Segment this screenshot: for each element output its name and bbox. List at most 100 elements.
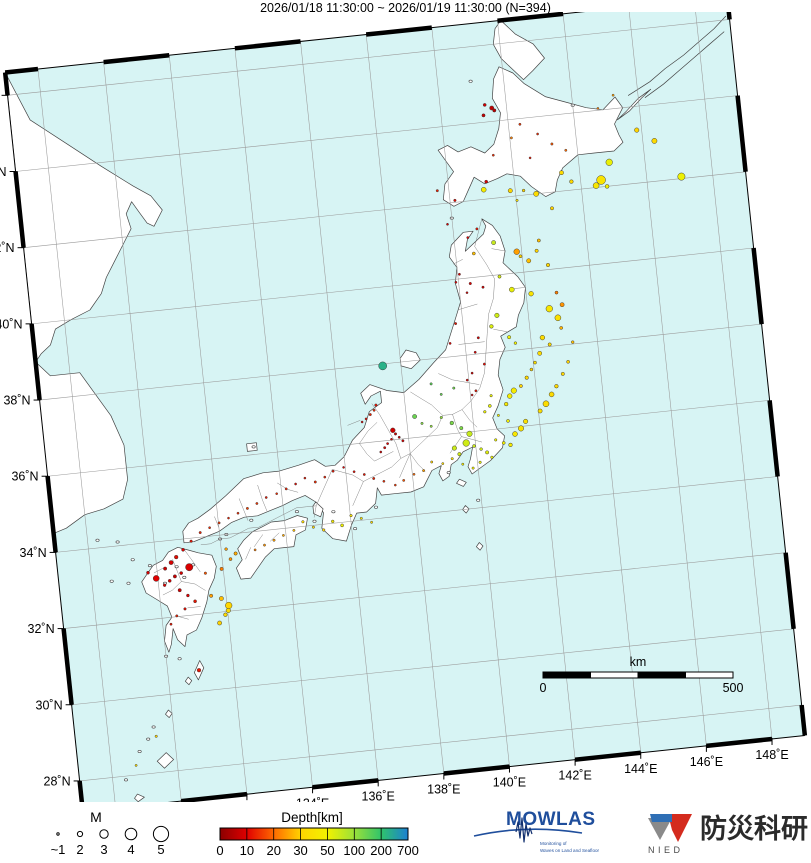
earthquake-marker[interactable] (559, 170, 564, 175)
earthquake-marker[interactable] (564, 148, 568, 152)
earthquake-marker[interactable] (494, 438, 498, 442)
earthquake-marker[interactable] (491, 240, 496, 245)
earthquake-marker[interactable] (225, 601, 233, 610)
earthquake-marker[interactable] (430, 460, 434, 464)
earthquake-marker[interactable] (470, 393, 474, 397)
earthquake-marker[interactable] (504, 402, 509, 407)
earthquake-marker[interactable] (571, 340, 575, 344)
earthquake-marker[interactable] (453, 198, 457, 202)
earthquake-marker[interactable] (349, 514, 353, 518)
earthquake-marker[interactable] (550, 142, 554, 146)
earthquake-marker[interactable] (479, 447, 483, 451)
earthquake-marker[interactable] (185, 563, 194, 572)
earthquake-marker[interactable] (533, 360, 537, 365)
earthquake-marker[interactable] (193, 599, 197, 604)
earthquake-marker[interactable] (412, 414, 417, 419)
earthquake-marker[interactable] (225, 608, 231, 613)
earthquake-marker[interactable] (292, 529, 296, 532)
earthquake-marker[interactable] (491, 153, 495, 157)
earthquake-marker[interactable] (518, 122, 522, 126)
earthquake-marker[interactable] (233, 551, 238, 556)
earthquake-marker[interactable] (466, 430, 473, 437)
earthquake-marker[interactable] (228, 557, 233, 561)
earthquake-marker[interactable] (236, 511, 240, 515)
earthquake-marker[interactable] (545, 305, 553, 313)
earthquake-marker[interactable] (454, 322, 458, 326)
earthquake-marker[interactable] (162, 583, 167, 587)
earthquake-marker[interactable] (284, 487, 288, 491)
earthquake-marker[interactable] (481, 285, 485, 289)
earthquake-marker[interactable] (313, 480, 317, 484)
earthquake-marker[interactable] (451, 445, 457, 451)
earthquake-marker[interactable] (454, 280, 458, 284)
earthquake-marker[interactable] (458, 272, 461, 276)
earthquake-marker[interactable] (174, 555, 179, 560)
earthquake-marker[interactable] (390, 427, 396, 433)
earthquake-marker[interactable] (459, 426, 464, 431)
earthquake-marker[interactable] (435, 189, 439, 193)
earthquake-marker[interactable] (446, 222, 449, 226)
earthquake-marker[interactable] (465, 291, 469, 294)
earthquake-marker[interactable] (394, 483, 397, 487)
earthquake-marker[interactable] (480, 186, 487, 193)
earthquake-marker[interactable] (465, 378, 469, 382)
earthquake-marker[interactable] (177, 588, 182, 593)
earthquake-marker[interactable] (547, 342, 552, 347)
earthquake-marker[interactable] (518, 425, 524, 432)
earthquake-marker[interactable] (513, 248, 520, 255)
earthquake-marker[interactable] (494, 312, 500, 318)
earthquake-marker[interactable] (340, 523, 344, 528)
earthquake-marker[interactable] (457, 452, 462, 457)
earthquake-marker[interactable] (294, 482, 297, 486)
earthquake-marker[interactable] (537, 351, 542, 356)
earthquake-marker[interactable] (605, 158, 613, 166)
earthquake-marker[interactable] (175, 614, 179, 618)
earthquake-marker[interactable] (331, 469, 335, 473)
earthquake-marker[interactable] (152, 575, 160, 582)
earthquake-marker[interactable] (359, 516, 363, 520)
earthquake-marker[interactable] (471, 466, 475, 470)
earthquake-marker[interactable] (342, 466, 345, 469)
earthquake-marker[interactable] (596, 107, 600, 110)
earthquake-marker[interactable] (331, 519, 335, 524)
earthquake-marker[interactable] (515, 198, 519, 202)
earthquake-marker[interactable] (482, 103, 487, 107)
earthquake-marker[interactable] (554, 384, 559, 389)
earthquake-marker[interactable] (362, 473, 366, 476)
earthquake-marker[interactable] (497, 274, 502, 279)
earthquake-marker[interactable] (303, 476, 307, 480)
earthquake-marker[interactable] (596, 175, 606, 185)
earthquake-marker[interactable] (449, 420, 454, 426)
earthquake-marker[interactable] (651, 138, 658, 144)
earthquake-marker[interactable] (172, 574, 177, 579)
earthquake-marker[interactable] (245, 506, 249, 510)
earthquake-marker[interactable] (569, 179, 574, 184)
earthquake-marker[interactable] (534, 248, 539, 253)
earthquake-marker[interactable] (179, 571, 183, 575)
earthquake-marker[interactable] (224, 547, 228, 551)
earthquake-marker[interactable] (512, 431, 518, 437)
earthquake-marker[interactable] (510, 136, 513, 140)
earthquake-marker[interactable] (468, 282, 472, 285)
earthquake-marker[interactable] (506, 419, 510, 423)
earthquake-marker[interactable] (360, 420, 364, 424)
earthquake-marker[interactable] (420, 421, 424, 425)
earthquake-marker[interactable] (402, 479, 406, 482)
earthquake-marker[interactable] (611, 93, 615, 97)
earthquake-marker[interactable] (397, 435, 401, 439)
earthquake-marker[interactable] (533, 190, 540, 197)
earthquake-marker[interactable] (452, 386, 456, 390)
earthquake-marker[interactable] (473, 350, 477, 354)
earthquake-marker[interactable] (429, 424, 433, 428)
earthquake-marker[interactable] (154, 734, 158, 738)
earthquake-marker[interactable] (368, 413, 372, 417)
earthquake-marker[interactable] (323, 475, 327, 479)
earthquake-marker[interactable] (482, 362, 486, 366)
earthquake-marker[interactable] (677, 172, 686, 181)
earthquake-marker[interactable] (542, 400, 550, 408)
earthquake-marker[interactable] (390, 437, 393, 441)
earthquake-marker[interactable] (163, 566, 168, 571)
earthquake-marker[interactable] (566, 360, 570, 364)
earthquake-marker[interactable] (490, 455, 494, 459)
earthquake-marker[interactable] (401, 439, 405, 443)
